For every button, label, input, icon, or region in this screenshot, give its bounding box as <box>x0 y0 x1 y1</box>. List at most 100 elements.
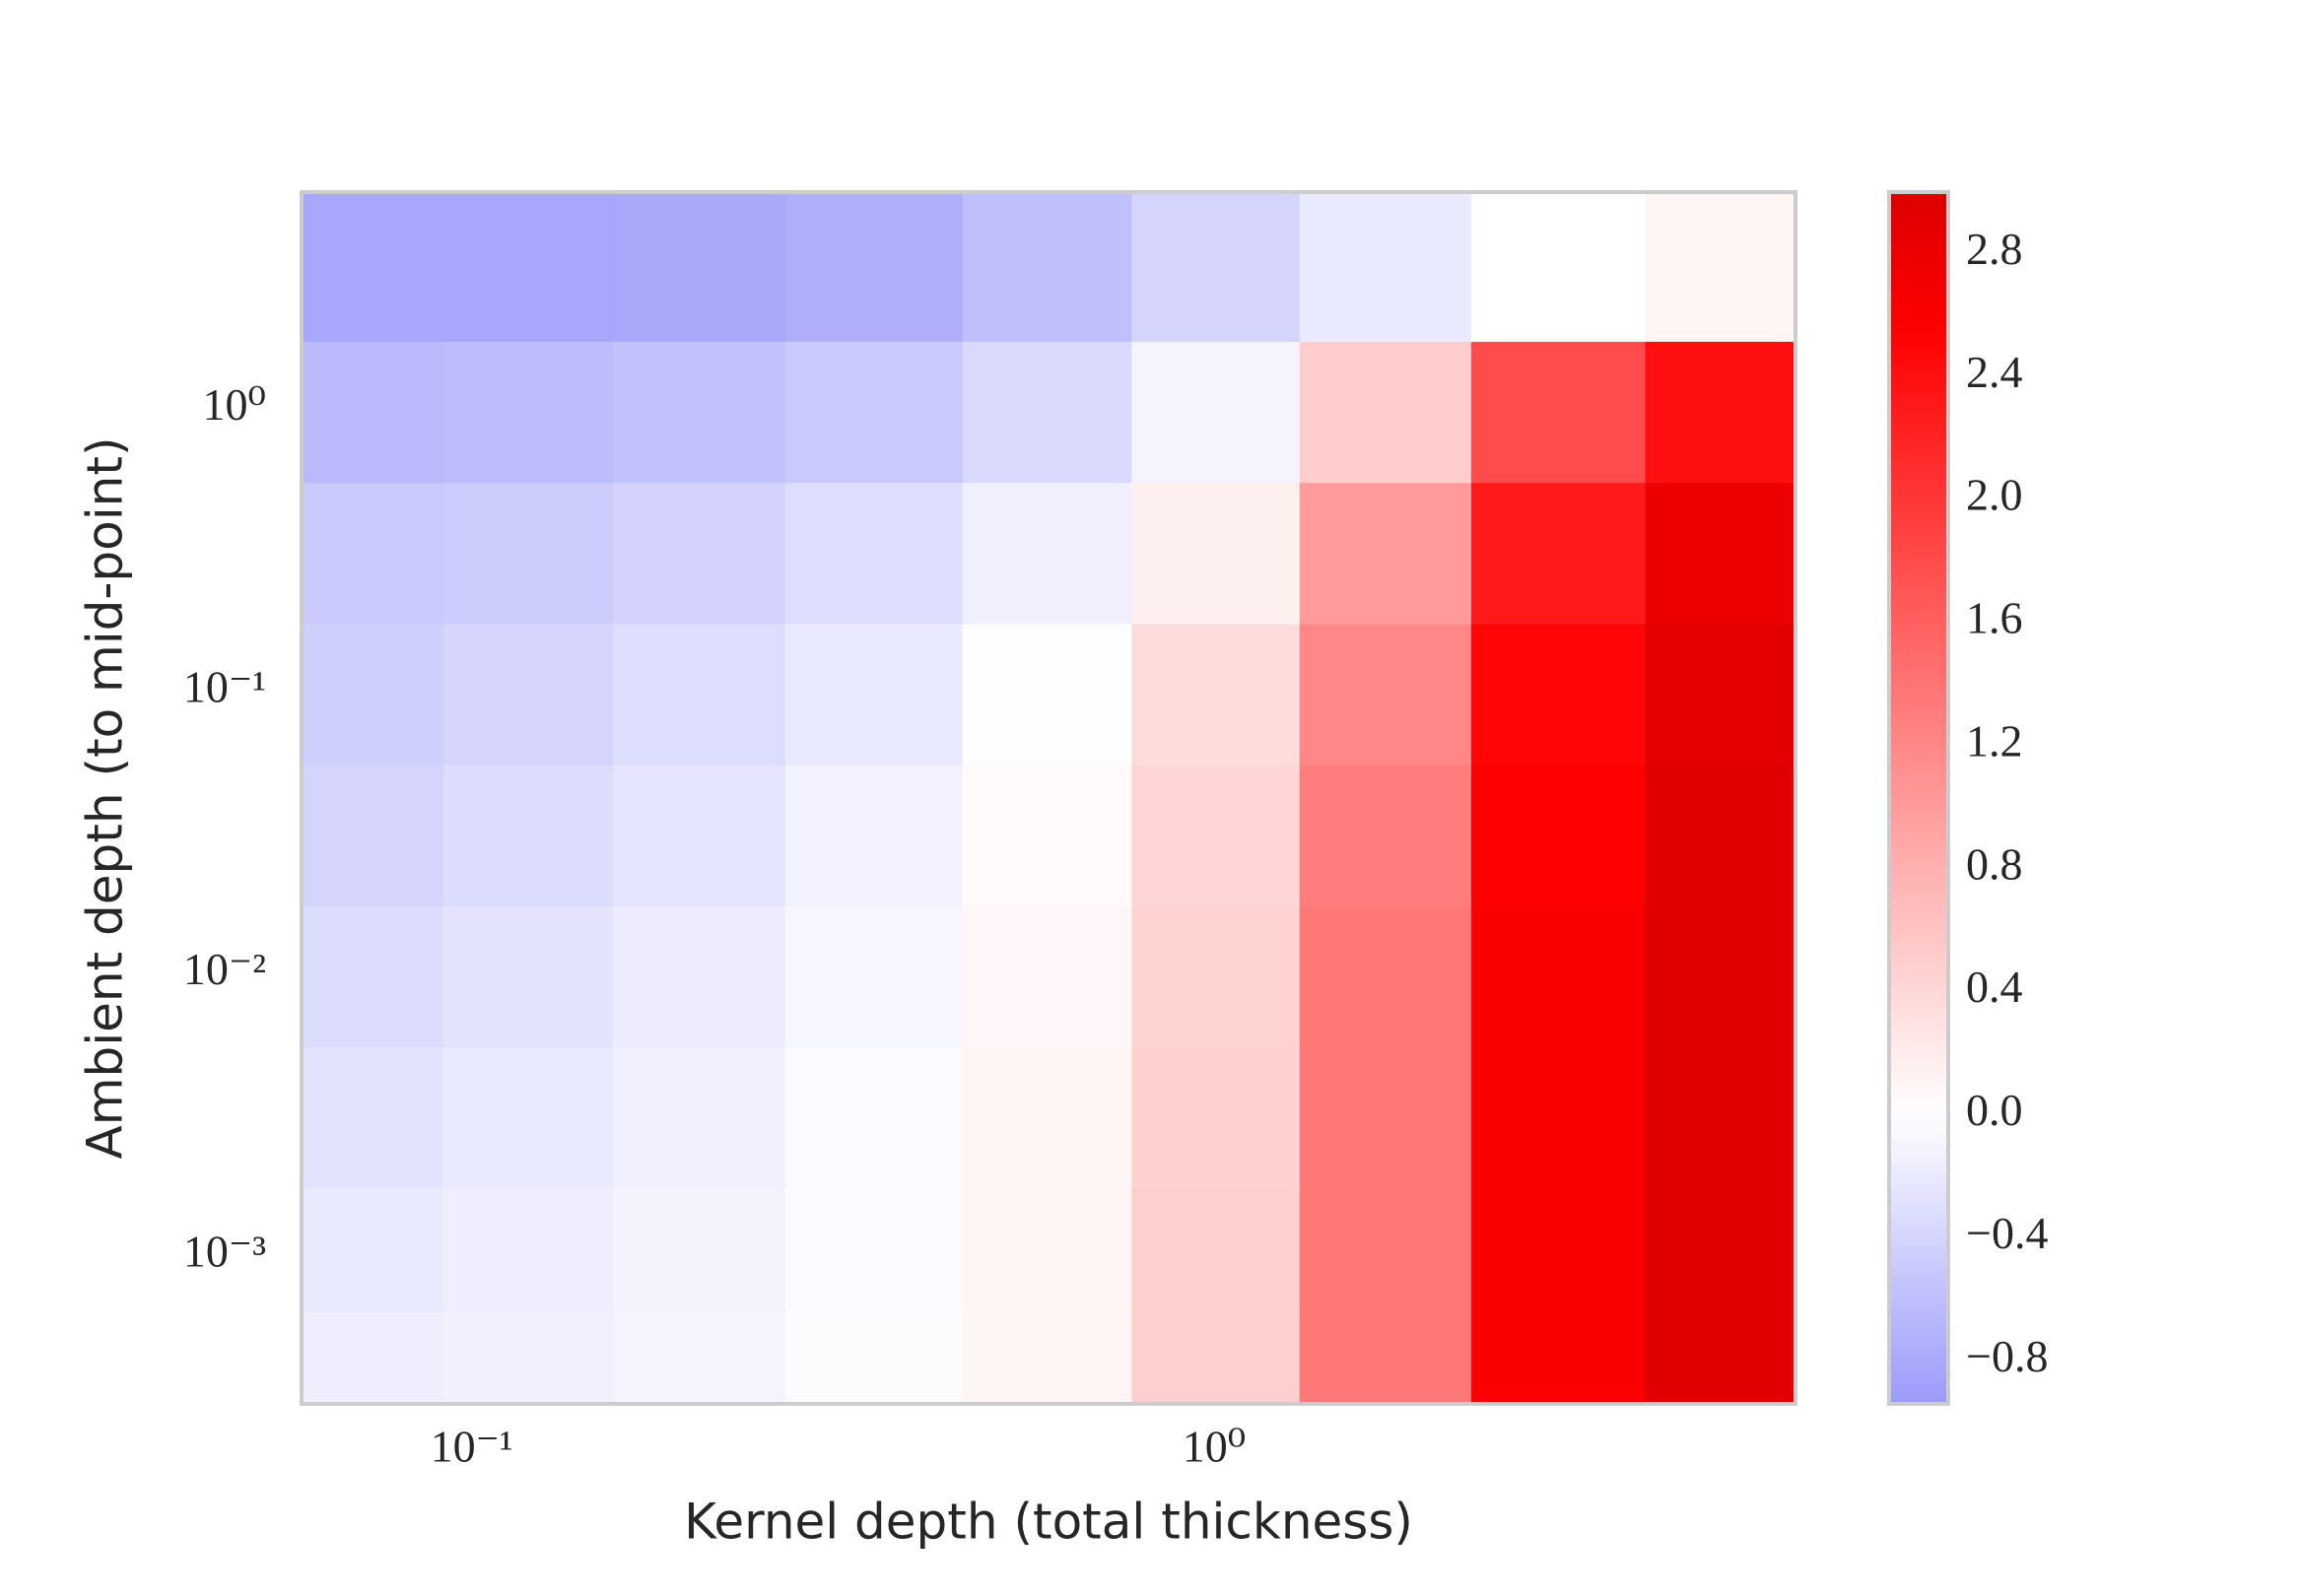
heatmap-cell <box>1131 906 1301 1049</box>
colorbar-tick-label: 0.8 <box>1966 838 2023 889</box>
heatmap-cell <box>1470 906 1647 1049</box>
heatmap-cell <box>302 483 445 626</box>
heatmap-cell <box>962 1312 1133 1404</box>
heatmap-cell <box>612 341 786 485</box>
heatmap-cell <box>443 483 614 626</box>
heatmap-cell <box>784 483 964 626</box>
heatmap-cell <box>1645 341 1795 485</box>
heatmap-cell <box>962 341 1133 485</box>
heatmap-cell <box>612 483 786 626</box>
x-tick-label: 10⁻¹ <box>431 1422 513 1472</box>
heatmap-cell <box>1645 1047 1795 1190</box>
colorbar-tick-label: 2.8 <box>1966 224 2023 274</box>
heatmap-cell <box>612 1312 786 1404</box>
heatmap-cell <box>1131 483 1301 626</box>
y-tick-label: 10⁻¹ <box>183 661 266 711</box>
heatmap-cell <box>612 624 786 766</box>
x-axis-label: Kernel depth (total thickness) <box>684 1494 1413 1551</box>
heatmap-cell <box>443 192 614 343</box>
heatmap-cell <box>1299 1188 1472 1314</box>
heatmap-cell <box>784 192 964 343</box>
heatmap-cell <box>1299 624 1472 766</box>
heatmap-cell <box>1299 906 1472 1049</box>
heatmap-cell <box>1645 1188 1795 1314</box>
heatmap-cell <box>1131 1047 1301 1190</box>
heatmap-cell <box>962 192 1133 343</box>
colorbar-tick-label: 0.0 <box>1966 1085 2023 1135</box>
heatmap-cell <box>1645 483 1795 626</box>
y-tick-label: 10⁻² <box>183 944 266 994</box>
heatmap-cell <box>1299 483 1472 626</box>
heatmap-cell <box>302 906 445 1049</box>
heatmap-cell <box>1470 341 1647 485</box>
heatmap-cell <box>302 624 445 766</box>
heatmap-cell <box>1645 906 1795 1049</box>
heatmap-cell <box>1470 1047 1647 1190</box>
y-tick-label: 10⁻³ <box>183 1227 266 1277</box>
heatmap-cell <box>784 624 964 766</box>
heatmap-cell <box>1645 624 1795 766</box>
colorbar-tick-label: −0.8 <box>1966 1331 2048 1381</box>
heatmap-cell <box>962 1047 1133 1190</box>
heatmap-cell <box>962 1188 1133 1314</box>
heatmap-cell <box>302 1312 445 1404</box>
colorbar-tick-label: 0.4 <box>1966 962 2023 1012</box>
colorbar-tick-label: 2.0 <box>1966 470 2023 520</box>
heatmap-cell <box>612 906 786 1049</box>
heatmap-cell <box>302 1188 445 1314</box>
heatmap-cell <box>1645 1312 1795 1404</box>
heatmap-cell <box>612 1047 786 1190</box>
heatmap-cell <box>1131 765 1301 908</box>
heatmap-cell <box>1299 1312 1472 1404</box>
heatmap-cell <box>443 1312 614 1404</box>
heatmap-cell <box>443 624 614 766</box>
heatmap-cell <box>612 765 786 908</box>
colorbar-tick-label: 1.2 <box>1966 715 2023 765</box>
heatmap-cell <box>784 765 964 908</box>
heatmap-cell <box>1645 765 1795 908</box>
heatmap-cell <box>443 341 614 485</box>
heatmap-cell <box>612 192 786 343</box>
heatmap-cell <box>612 1188 786 1314</box>
x-tick-label: 10⁰ <box>1183 1422 1246 1472</box>
y-axis-label: Ambient depth (to mid-point) <box>77 437 134 1160</box>
heatmap-cell <box>1470 1312 1647 1404</box>
heatmap-cell <box>1470 624 1647 766</box>
heatmap-cell <box>1470 483 1647 626</box>
heatmap-cell <box>1470 192 1647 343</box>
heatmap-cell <box>302 1047 445 1190</box>
heatmap-cell <box>1299 1047 1472 1190</box>
heatmap-cell <box>1470 765 1647 908</box>
heatmap-cell <box>302 341 445 485</box>
heatmap-cell <box>1131 341 1301 485</box>
heatmap-cell <box>443 765 614 908</box>
heatmap-cell <box>962 483 1133 626</box>
heatmap-cell <box>1299 765 1472 908</box>
heatmap-cell <box>784 341 964 485</box>
heatmap-cell <box>1131 1188 1301 1314</box>
heatmap-cell <box>1131 1312 1301 1404</box>
heatmap-cell <box>784 1312 964 1404</box>
heatmap-cell <box>443 1188 614 1314</box>
heatmap-cell <box>302 192 445 343</box>
heatmap-cell <box>302 765 445 908</box>
heatmap-cell <box>443 1047 614 1190</box>
heatmap-cell <box>962 765 1133 908</box>
heatmap-cell <box>1131 192 1301 343</box>
heatmap-cell <box>962 906 1133 1049</box>
y-tick-label: 10⁰ <box>203 379 266 430</box>
heatmap-cell <box>443 906 614 1049</box>
plot-frame <box>300 190 1797 1406</box>
heatmap-cell <box>784 1047 964 1190</box>
heatmap-cell <box>784 906 964 1049</box>
heatmap-cell <box>1470 1188 1647 1314</box>
heatmap-cell <box>1131 624 1301 766</box>
heatmap-cell <box>1299 341 1472 485</box>
heatmap-cell <box>962 624 1133 766</box>
heatmap-cell <box>784 1188 964 1314</box>
colorbar <box>1887 190 1950 1406</box>
heatmap-cell <box>1299 192 1472 343</box>
colorbar-tick-label: −0.4 <box>1966 1208 2048 1258</box>
heatmap <box>302 192 1795 1404</box>
